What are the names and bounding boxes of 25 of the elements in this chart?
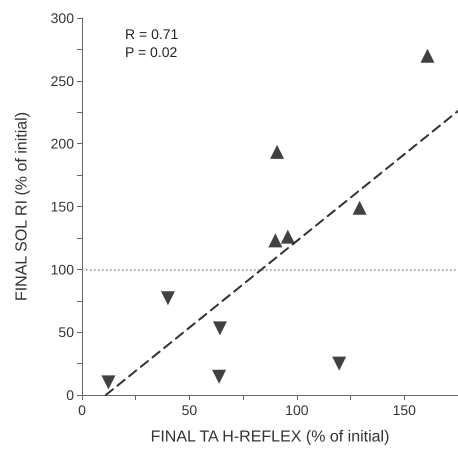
point: [212, 370, 226, 384]
x-axis-title: FINAL TA H-REFLEX (% of initial): [150, 428, 390, 446]
point: [352, 200, 367, 215]
y-tick-label: 250: [50, 72, 74, 89]
point: [101, 375, 116, 390]
y-tick-label: 200: [50, 136, 74, 152]
x-tick-label: 50: [182, 402, 198, 418]
y-tick-label: 150: [50, 198, 74, 214]
y-tick-label: 300: [50, 10, 74, 26]
x-tick-label: 100: [285, 402, 309, 418]
x-tick-label: 150: [392, 402, 416, 418]
y-tick-label: 100: [50, 261, 74, 278]
point: [332, 356, 346, 371]
point: [268, 233, 282, 248]
y-tick-label: 0: [66, 387, 74, 403]
point: [280, 230, 295, 244]
y-axis-title: FINAL SOL RI (% of initial): [14, 112, 30, 302]
annotation: R = 0.71: [125, 26, 179, 42]
annotation: P = 0.02: [125, 44, 178, 60]
x-tick-label: 0: [78, 402, 86, 418]
y-tick-label: 50: [58, 324, 74, 340]
point: [420, 48, 434, 63]
point: [270, 144, 284, 159]
point: [212, 321, 227, 336]
point: [160, 291, 175, 306]
